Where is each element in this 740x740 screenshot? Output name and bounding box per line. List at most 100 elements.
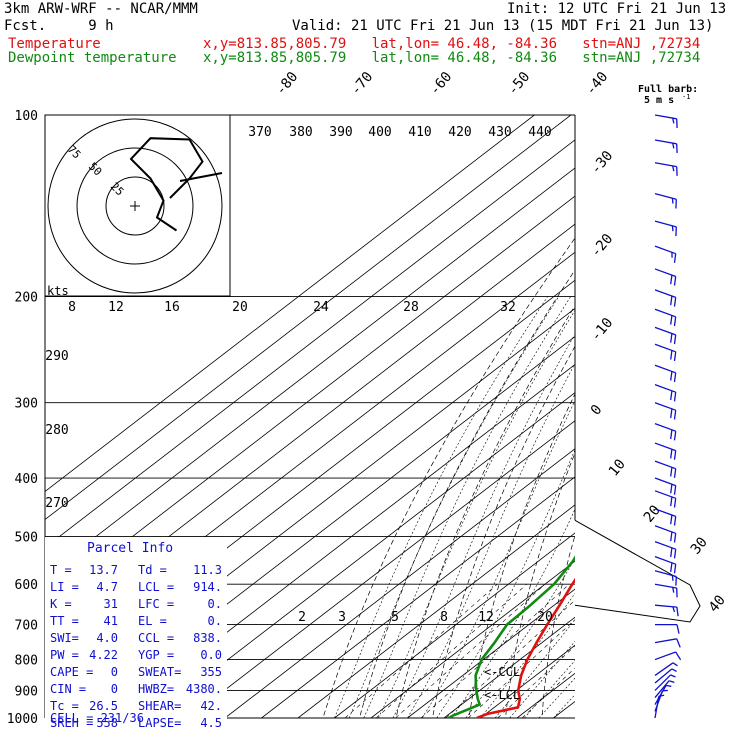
wind-barb-staff [654,604,677,608]
theta-label: 420 [448,125,471,140]
wind-barb-flag [673,276,677,286]
pressure-tick-label: 900 [15,684,38,699]
wind-barb-flag [670,467,673,477]
mixing-ratio-line [521,667,575,718]
wind-barb-flag [670,295,673,306]
temperature-legend-label: Temperature [8,36,101,52]
forecast-hour: Fcst. 9 h [4,18,114,34]
wind-barb-staff [654,289,676,299]
wind-barb-flag [672,165,675,172]
wind-barb-flag [673,468,677,478]
dry-adiabat [615,115,740,731]
wind-barb-staff [654,583,677,589]
wind-barb-flag [670,531,673,542]
dry-adiabat [468,393,575,718]
wind-barb-flag [676,638,681,648]
wind-barb-staff [654,651,676,661]
wind-barb [654,583,678,598]
wind-barbs [654,114,682,719]
parcel-param-value: 0.0 [200,648,222,662]
wind-barb-flag [673,410,677,420]
moist-adiabat [451,508,575,718]
theta-label: 380 [289,125,312,140]
wind-barb-flag [670,674,676,678]
moist-adiabat [480,592,575,718]
parcel-param-label: K = [50,597,72,611]
wind-barb [654,268,677,286]
wind-barb [654,192,677,209]
moist-adiabat [538,677,575,718]
pressure-tick-label: 700 [15,619,38,634]
wind-barb [654,674,676,691]
model-title: 3km ARW-WRF -- NCAR/MMM [4,1,198,17]
wind-barb [654,423,677,441]
parcel-param-value: 914. [193,580,222,594]
isotherm [45,167,575,577]
dry-adiabat [359,269,575,718]
isotherm-label: -60 [427,69,456,99]
isotherm [151,392,575,718]
mixing-ratio-label: 5 [391,610,399,625]
parcel-param-value: 4.0 [96,631,118,645]
barb-legend-exponent: -1 [682,93,690,101]
wind-barb-flag [670,371,673,381]
moist-adiabat [509,640,575,718]
parcel-param-label: EL = [138,614,167,628]
mixing-ratio-line [497,645,575,718]
wind-barb [654,384,677,402]
wind-barb [654,490,677,508]
parcel-param-label: LI = [50,580,79,594]
wind-barb-staff [654,308,676,318]
mixing-ratio-label: 3 [338,610,346,625]
dry-adiabat [685,115,740,731]
barb-legend-value: 5 m s [644,95,674,106]
moist-adiabat [494,619,575,718]
wind-barb-staff [654,668,673,684]
pressure-tick-label: 200 [15,291,38,306]
parcel-param-label: LAPSE= [138,716,181,730]
isotherm [188,420,575,718]
wind-barb [654,638,681,648]
isotherm [224,448,575,718]
wind-barb-flag [673,392,677,402]
theta-label: 400 [368,125,391,140]
hodograph-speed-label: 8 [68,300,76,315]
parcel-param-label: SREH = [50,716,93,730]
isotherm-label: -20 [588,231,617,261]
init-time: Init: 12 UTC Fri 21 Jun 13 [507,1,727,17]
wind-barb-staff [654,364,676,374]
mixing-ratio-line [420,583,570,718]
wind-barb-flag [675,651,682,661]
wind-barb [654,220,677,237]
wind-barb [654,162,678,176]
wind-barb-flag [670,484,673,494]
wind-barb-staff [654,326,676,336]
wind-barb-flag [673,485,677,495]
parcel-param-label: Tc = [50,699,79,713]
parcel-param-label: SHEAR= [138,699,181,713]
isotherm [45,115,572,521]
isotherm [45,195,575,605]
wind-barb-flag [673,516,677,526]
parcel-param-label: TT = [50,614,79,628]
wind-barb-staff [654,460,676,470]
dry-adiabat [578,115,740,731]
pressure-tick-label: 100 [15,109,38,124]
wind-barb [654,662,678,676]
wind-barb-flag [673,351,677,361]
isotherm [334,532,575,718]
parcel-param-value: 0 [111,665,118,679]
wind-barb [654,364,677,382]
wind-barb-staff [654,490,676,499]
theta-label: 280 [45,423,68,438]
wind-barb [654,668,677,684]
isotherm [516,672,575,718]
wind-barb-flag [673,253,677,263]
wind-barb-flag [670,315,673,325]
sounding-series [448,555,575,718]
wind-barb-flag [670,449,673,459]
wind-barb-flag [673,297,677,307]
parcel-param-label: CCL = [138,631,174,645]
wind-barb [654,525,677,543]
